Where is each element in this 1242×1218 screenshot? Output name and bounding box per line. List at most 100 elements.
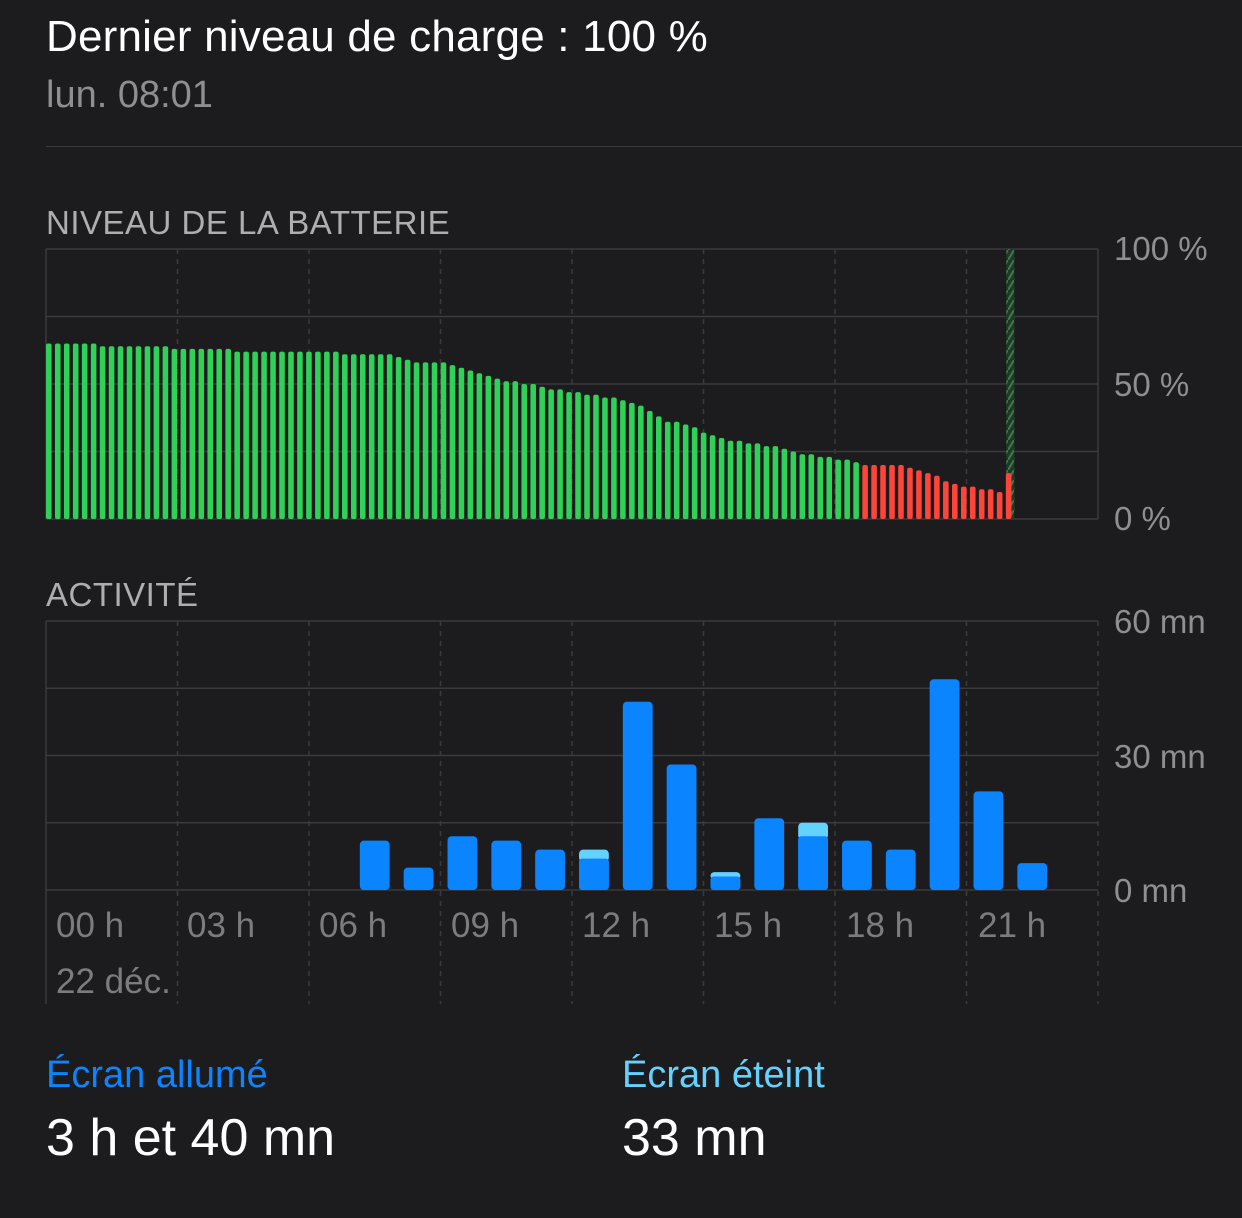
activity-bar-screen-on	[579, 858, 609, 890]
battery-bar	[539, 386, 545, 519]
battery-bar	[404, 359, 411, 519]
battery-bar	[207, 348, 214, 519]
activity-bar-screen-on	[798, 836, 828, 890]
screen-on-value: 3 h et 40 mn	[46, 1109, 336, 1167]
battery-bar	[898, 465, 904, 519]
battery-bar	[135, 346, 142, 519]
x-tick-15h: 15 h	[714, 906, 783, 945]
x-tick-21h: 21 h	[978, 906, 1047, 945]
battery-bar	[673, 421, 680, 519]
battery-bar	[691, 427, 698, 519]
activity-grid	[45, 620, 1099, 1004]
battery-bar	[647, 411, 653, 519]
battery-bar	[46, 343, 52, 519]
battery-section-label: NIVEAU DE LA BATTERIE	[46, 204, 451, 241]
battery-bar	[736, 440, 743, 519]
battery-bar	[745, 443, 752, 519]
battery-bar	[593, 394, 599, 519]
battery-y-tick-50: 50 %	[1114, 366, 1190, 403]
battery-bar	[584, 394, 590, 519]
battery-bar	[987, 489, 994, 519]
battery-bar	[781, 448, 788, 519]
battery-bar	[763, 446, 770, 519]
battery-bar	[377, 354, 384, 519]
battery-y-tick-0: 0 %	[1114, 500, 1171, 537]
activity-bar-screen-on	[491, 840, 522, 890]
battery-bar	[602, 397, 608, 519]
battery-bar	[700, 432, 707, 519]
battery-bar	[279, 351, 285, 519]
battery-bar	[960, 486, 967, 519]
header-title: Dernier niveau de charge : 100 %	[46, 12, 708, 61]
battery-bar	[342, 354, 348, 519]
activity-section-label: ACTIVITÉ	[46, 576, 199, 613]
battery-bar	[216, 348, 223, 519]
battery-bar	[72, 343, 79, 519]
battery-bar	[63, 343, 70, 519]
battery-bar	[395, 357, 402, 519]
battery-bar	[189, 348, 196, 519]
divider	[46, 146, 1242, 147]
battery-bar	[234, 351, 240, 519]
battery-bar	[333, 351, 339, 519]
activity-bar-screen-on	[447, 836, 478, 890]
x-tick-00h: 00 h	[56, 906, 125, 945]
battery-bar	[969, 486, 976, 519]
battery-bar	[611, 397, 617, 519]
activity-bar-screen-off	[798, 822, 828, 840]
battery-bar	[727, 440, 734, 519]
battery-bar	[629, 402, 635, 519]
battery-bar	[835, 459, 841, 519]
battery-bar	[557, 389, 563, 519]
battery-bar	[907, 467, 913, 519]
battery-bar	[664, 421, 671, 519]
activity-bars	[359, 679, 1048, 890]
battery-bar	[476, 373, 483, 519]
battery-bar	[916, 470, 922, 519]
battery-bar	[261, 351, 267, 519]
battery-bar	[503, 381, 510, 519]
battery-bar	[889, 465, 895, 519]
battery-bar	[566, 392, 572, 519]
battery-bar	[943, 481, 949, 519]
activity-y-tick-60: 60 mn	[1114, 603, 1206, 640]
battery-bar	[485, 375, 492, 519]
battery-bar	[853, 462, 859, 519]
battery-bar	[682, 424, 689, 519]
battery-bar	[350, 354, 357, 519]
screen-off-label: Écran éteint	[622, 1054, 825, 1096]
activity-bar-screen-on	[622, 701, 653, 890]
battery-bar	[368, 354, 375, 519]
battery-bar	[709, 435, 716, 519]
battery-bar	[144, 346, 151, 519]
battery-bar	[808, 454, 815, 519]
battery-bars	[46, 249, 1015, 519]
activity-bar-screen-on	[535, 849, 565, 890]
battery-bar	[512, 381, 519, 519]
battery-bar	[638, 405, 644, 519]
battery-bar	[54, 343, 61, 519]
battery-bar	[126, 346, 133, 519]
battery-bar	[252, 351, 258, 519]
battery-bar	[458, 367, 465, 519]
battery-bar	[90, 343, 97, 519]
x-tick-06h: 06 h	[319, 906, 388, 945]
battery-bar	[117, 346, 124, 519]
battery-bar	[817, 456, 824, 519]
battery-bar	[315, 351, 321, 519]
battery-bar	[431, 362, 438, 519]
battery-bar	[996, 492, 1003, 519]
battery-bar	[449, 365, 456, 519]
battery-bar	[772, 446, 779, 519]
activity-bar-screen-on	[885, 849, 916, 890]
battery-bar	[655, 416, 662, 519]
battery-bar	[162, 346, 169, 519]
battery-bar	[288, 351, 294, 519]
battery-bar	[548, 389, 554, 519]
battery-bar	[952, 483, 958, 519]
charging-indicator	[1006, 249, 1015, 519]
x-tick-18h: 18 h	[846, 906, 915, 945]
x-tick-09h: 09 h	[451, 906, 520, 945]
battery-bar	[81, 343, 88, 519]
